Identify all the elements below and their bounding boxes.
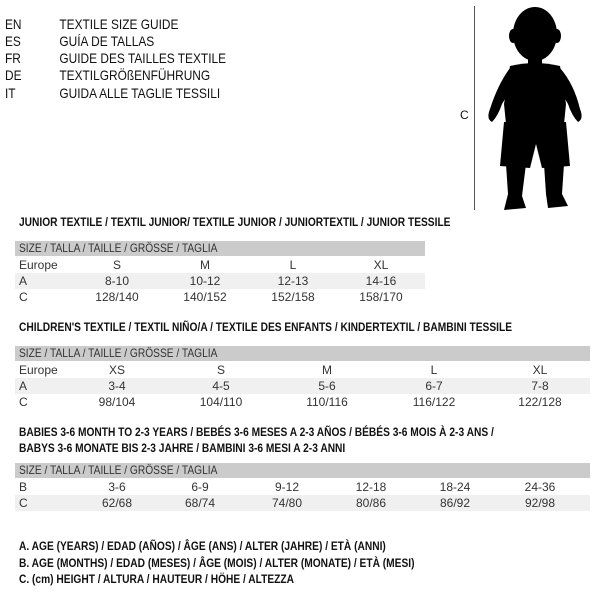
height-label: C — [460, 108, 469, 122]
table-row: B 3-6 6-9 9-12 12-18 18-24 24-36 — [19, 480, 556, 494]
lang-fr: FR GUIDE DES TAILLES TEXTILE — [5, 50, 227, 66]
babies-size-table: SIZE / TALLA / TAILLE / GRÖSSE / TAGLIA … — [15, 463, 590, 511]
table-row: Europe XS S M L XL — [19, 363, 548, 377]
babies-title-line2: BABYS 3-6 MONATE BIS 2-3 JAHRE / BAMBINI… — [19, 441, 346, 455]
lang-es: ES GUÍA DE TALLAS — [5, 33, 155, 49]
table-header: SIZE / TALLA / TAILLE / GRÖSSE / TAGLIA — [15, 346, 590, 361]
table-row: C 62/68 68/74 74/80 80/86 86/92 92/98 — [15, 495, 590, 511]
table-row: C 128/140 140/152 152/158 158/170 — [19, 290, 403, 304]
table-row: A 8-10 10-12 12-13 14-16 — [15, 273, 425, 289]
children-title: CHILDREN'S TEXTILE / TEXTIL NIÑO/A / TEX… — [19, 320, 513, 334]
lang-en: EN TEXTILE SIZE GUIDE — [5, 16, 179, 32]
table-header: SIZE / TALLA / TAILLE / GRÖSSE / TAGLIA — [15, 463, 590, 478]
table-row: A 3-4 4-5 5-6 6-7 7-8 — [15, 378, 590, 394]
table-header: SIZE / TALLA / TAILLE / GRÖSSE / TAGLIA — [15, 241, 425, 256]
junior-size-table: SIZE / TALLA / TAILLE / GRÖSSE / TAGLIA … — [15, 241, 425, 305]
table-row: C 98/104 104/110 110/116 116/122 122/128 — [19, 395, 562, 409]
junior-title: JUNIOR TEXTILE / TEXTIL JUNIOR/ TEXTILE … — [19, 215, 451, 229]
lang-de: DE TEXTILGRÖßENFÜHRUNG — [5, 67, 211, 83]
child-silhouette-icon — [488, 7, 582, 210]
legend-b: B. AGE (MONTHS) / EDAD (MESES) / ÂGE (MO… — [19, 556, 415, 570]
children-size-table: SIZE / TALLA / TAILLE / GRÖSSE / TAGLIA … — [15, 346, 590, 410]
lang-it: IT GUIDA ALLE TAGLIE TESSILI — [5, 85, 221, 101]
babies-title-line1: BABIES 3-6 MONTH TO 2-3 YEARS / BEBÉS 3-… — [19, 425, 494, 439]
table-row: Europe S M L XL — [19, 258, 389, 272]
legend-c: C. (cm) HEIGHT / ALTURA / HAUTEUR / HÖHE… — [19, 572, 295, 586]
legend-a: A. AGE (YEARS) / EDAD (AÑOS) / ÂGE (ANS)… — [19, 539, 386, 553]
height-line — [474, 6, 475, 210]
